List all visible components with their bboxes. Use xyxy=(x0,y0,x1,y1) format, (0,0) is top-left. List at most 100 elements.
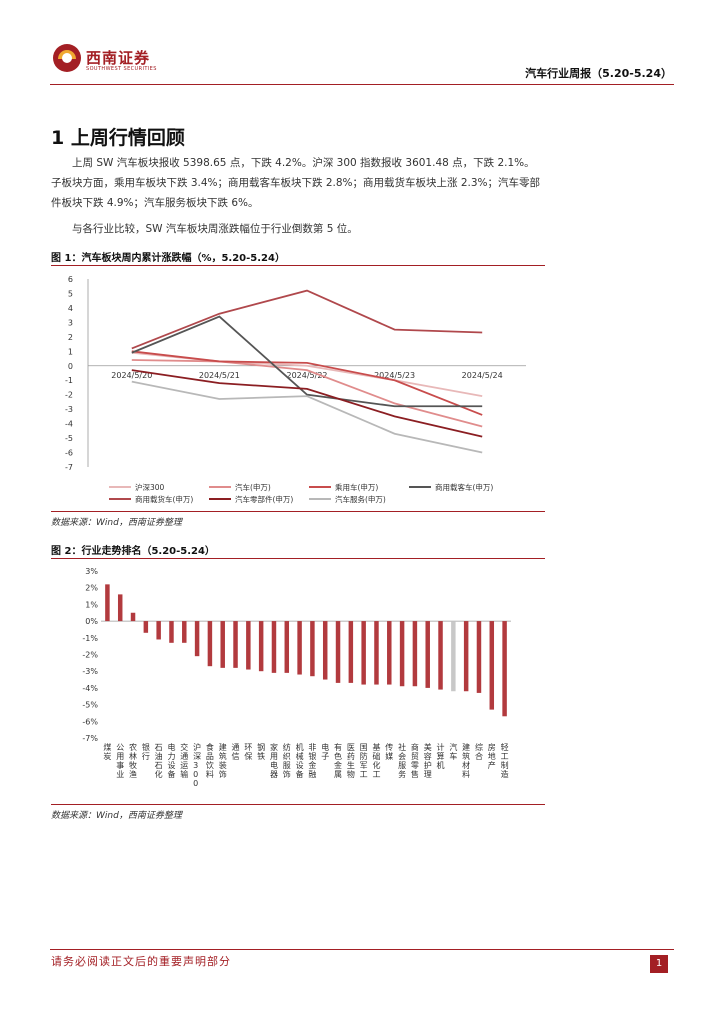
x-category-label: 国防军工 xyxy=(360,743,368,779)
bar-17 xyxy=(322,621,328,680)
bar-1 xyxy=(117,594,123,622)
bar-11 xyxy=(246,621,251,670)
logo-chinese-name: 西南证券 xyxy=(86,49,151,67)
x-category-label: 商贸零售 xyxy=(411,742,419,779)
x-category-label: 基础化工 xyxy=(372,742,380,779)
x-category-label: 社会服务 xyxy=(398,742,406,779)
bar-13 xyxy=(271,621,277,673)
y-tick-label: 1 xyxy=(68,347,73,356)
y-tick-label: -4 xyxy=(65,420,73,429)
x-category-label: 通信 xyxy=(232,742,240,761)
y-tick-label: 0 xyxy=(68,362,73,371)
bar-22 xyxy=(387,621,392,685)
bar-16 xyxy=(310,621,315,677)
x-category-label: 公用事业 xyxy=(116,743,124,779)
company-logo-icon xyxy=(53,44,81,72)
x-tick-label: 2024/5/24 xyxy=(462,371,503,380)
x-category-label: 汽车 xyxy=(449,742,457,761)
bar-14 xyxy=(284,621,290,673)
y-tick-label: 6 xyxy=(68,275,73,284)
x-category-label: 电力设备 xyxy=(167,742,175,779)
figure1-top-rule xyxy=(51,265,545,266)
figure2-title: 图 2：行业走势排名（5.20-5.24） xyxy=(51,546,215,557)
bar-0 xyxy=(105,584,110,622)
x-tick-label: 2024/5/21 xyxy=(199,371,240,380)
figure2-top-rule xyxy=(51,558,545,559)
bar-18 xyxy=(335,621,341,683)
y-tick-label: -5% xyxy=(82,701,98,710)
industry-comparison-paragraph: 与各行业比较，SW 汽车板块周涨跌幅位于行业倒数第 5 位。 xyxy=(72,223,358,235)
figure1-title: 图 1：汽车板块周内累计涨跌幅（%，5.20-5.24） xyxy=(51,253,285,264)
x-tick-label: 2024/5/23 xyxy=(374,371,415,380)
bar-15 xyxy=(297,621,302,675)
page-number: 1 xyxy=(650,955,668,973)
x-category-label: 家用电器 xyxy=(270,742,278,779)
x-category-label: 房地产 xyxy=(488,742,496,770)
bar-7 xyxy=(194,621,200,657)
y-tick-label: 3 xyxy=(68,318,73,327)
bar-20 xyxy=(361,621,366,685)
legend-label: 商用载货车(申万) xyxy=(135,494,193,504)
line-chart-sector-returns: 6 5 4 3 2 1 0 -1 -2 -3 -4 -5 -6 -7 2024/5/20 2024/5/21 2… xyxy=(65,275,526,504)
x-category-label: 食品饮料 xyxy=(206,742,214,779)
report-title: 汽车行业周报（5.20-5.24） xyxy=(525,67,672,80)
bar-8 xyxy=(207,621,213,667)
x-category-label: 机械设备 xyxy=(296,742,304,779)
x-category-label: 环保 xyxy=(244,743,252,761)
y-tick-label: -2 xyxy=(65,391,73,400)
legend-label: 汽车(申万) xyxy=(235,482,271,492)
bar-31 xyxy=(502,621,507,717)
x-tick-label: 2024/5/22 xyxy=(286,371,327,380)
x-category-label: 纺织服饰 xyxy=(283,742,291,779)
x-category-label: 电子 xyxy=(321,742,329,761)
y-tick-label: -6% xyxy=(82,717,98,726)
series-line-6 xyxy=(131,380,483,454)
y-tick-label: -7% xyxy=(82,734,98,743)
y-tick-label: 1% xyxy=(85,600,98,609)
y-tick-label: 0% xyxy=(85,617,98,626)
x-category-label: 非银金融 xyxy=(308,742,316,779)
x-category-label: 医药生物 xyxy=(347,743,355,779)
x-category-label: 计算机 xyxy=(437,742,445,770)
figure2-source: 数据来源：Wind，西南证券整理 xyxy=(51,811,182,821)
x-category-label: 钢铁 xyxy=(257,742,265,761)
series-line-2 xyxy=(131,350,483,416)
x-category-label: 传媒 xyxy=(385,742,393,761)
header-divider xyxy=(50,84,674,85)
bar-6 xyxy=(182,621,187,643)
legend-label: 沪深300 xyxy=(135,482,165,492)
bar-21 xyxy=(374,621,379,685)
x-category-label: 银行 xyxy=(142,742,150,761)
figure2-bottom-rule xyxy=(51,804,545,805)
x-category-label: 有色金属 xyxy=(334,742,342,779)
series-line-1 xyxy=(131,359,483,428)
y-tick-label: -3% xyxy=(82,667,98,676)
y-tick-label: -2% xyxy=(82,651,98,660)
bar-10 xyxy=(233,621,238,668)
bar-30 xyxy=(489,621,495,710)
x-category-label: 美容护理 xyxy=(424,742,432,779)
x-category-label: 交通运输 xyxy=(180,742,188,779)
bar-4 xyxy=(156,621,161,640)
bar-9 xyxy=(220,621,225,668)
x-category-label: 沪深 3 0 0 xyxy=(193,742,201,788)
x-category-label: 煤炭 xyxy=(103,742,111,761)
x-category-label: 建筑材料 xyxy=(462,742,470,779)
bar-5 xyxy=(169,621,174,643)
y-tick-label: -5 xyxy=(65,434,73,443)
bar-2 xyxy=(130,612,136,622)
market-review-paragraph: 上周 SW 汽车板块报收 5398.65 点，下跌 4.2%。沪深 300 指数… xyxy=(51,157,541,209)
footer-disclaimer: 请务必阅读正文后的重要声明部分 xyxy=(51,955,231,968)
bar-29 xyxy=(476,621,482,693)
bar-19 xyxy=(348,621,354,683)
y-tick-label: 3% xyxy=(85,567,98,576)
y-tick-label: -4% xyxy=(82,684,98,693)
series-line-4 xyxy=(131,289,483,350)
bar-24 xyxy=(412,621,418,687)
legend-label: 乘用车(申万) xyxy=(335,482,378,492)
bar-chart-industry-ranking: 3% 2% 1% 0% -1% -2% -3% -4% -5% -6% -7% 煤炭公用事业农林牧渔银… xyxy=(82,567,511,788)
bar-25 xyxy=(425,621,430,688)
logo-english-name: SOUTHWEST SECURITIES xyxy=(86,66,157,72)
y-tick-label: 2 xyxy=(68,333,73,342)
section-heading: 1 上周行情回顾 xyxy=(51,127,185,149)
